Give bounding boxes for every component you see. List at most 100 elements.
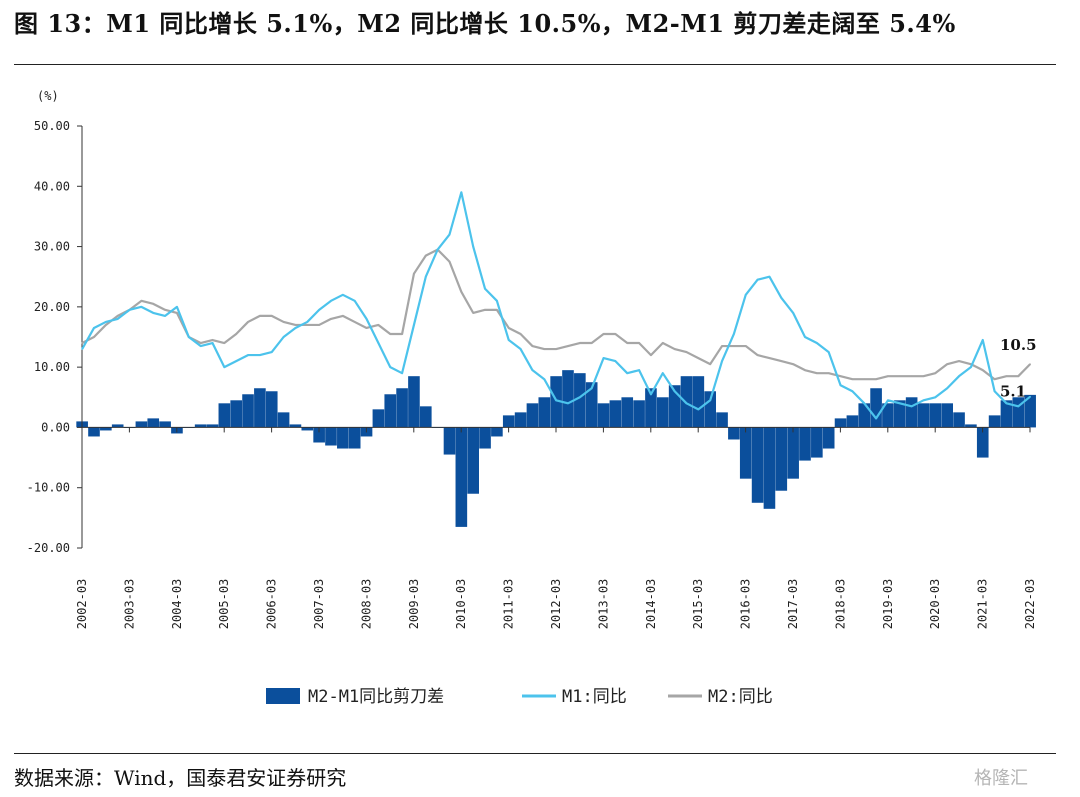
- m2-series-point: [507, 327, 510, 329]
- x-tick-label: 2017-03: [786, 579, 800, 630]
- spread-bar: [597, 403, 610, 428]
- spread-bar: [538, 397, 551, 428]
- m1-series-point: [614, 360, 617, 362]
- m2-series-point: [721, 345, 723, 347]
- m2-series-point: [768, 357, 771, 359]
- m1-series-point: [247, 354, 249, 356]
- m2-series-point: [638, 342, 640, 344]
- spread-bar: [716, 412, 728, 428]
- spread-bar: [526, 403, 539, 428]
- x-tick-label: 2002-03: [75, 579, 89, 630]
- y-tick-label: 0.00: [41, 420, 70, 434]
- m2-series-point: [555, 348, 557, 350]
- m1-series-point: [318, 309, 320, 311]
- m1-series-point: [744, 294, 747, 296]
- m1-series-point: [211, 342, 214, 344]
- x-tick-label: 2012-03: [549, 579, 563, 630]
- spread-bar: [301, 427, 314, 431]
- source-note: 数据来源：Wind，国泰君安证券研究: [14, 766, 347, 790]
- spread-bar: [775, 427, 788, 491]
- x-tick-label: 2003-03: [122, 579, 136, 630]
- spread-bar: [1012, 397, 1025, 428]
- m1-series-point: [235, 360, 237, 362]
- m1-series-point: [626, 372, 629, 374]
- x-tick-label: 2018-03: [833, 579, 847, 630]
- m1-series-point: [105, 321, 107, 323]
- m2-series-point: [424, 254, 427, 257]
- m2-series-point: [910, 375, 913, 377]
- spread-bar: [1000, 400, 1013, 428]
- m1-series-point: [590, 387, 593, 390]
- m1-series-point: [875, 417, 877, 420]
- x-tick-label: 2020-03: [928, 579, 942, 630]
- m2-series-point: [673, 348, 676, 350]
- spread-bar: [408, 376, 420, 428]
- m1-series-point: [887, 399, 889, 402]
- spread-bar: [313, 427, 325, 443]
- m1-series-point: [128, 309, 131, 311]
- spread-bar: [562, 370, 574, 428]
- m2-series-point: [448, 260, 451, 263]
- m2-series-point: [353, 321, 356, 323]
- spread-bar: [941, 403, 953, 428]
- m1-series-point: [661, 372, 664, 374]
- m1-series-point: [93, 327, 95, 329]
- spread-bar: [988, 415, 1001, 428]
- chart-area: (%) -20.00 -10.00 0.00 10.00 20.00 30.00 40.00…: [27, 89, 1037, 707]
- m2-series-point: [981, 369, 984, 371]
- m2-series-point: [804, 369, 806, 371]
- spread-bar: [574, 373, 586, 428]
- m2-series-point: [898, 375, 901, 377]
- m1-series-point: [306, 321, 309, 323]
- m2-series-point: [531, 345, 534, 347]
- m2-series-point: [626, 342, 629, 344]
- m2-series-point: [993, 378, 996, 381]
- m1-series-point: [863, 402, 866, 405]
- m2-series-point: [377, 324, 380, 326]
- spread-bar: [88, 427, 100, 437]
- m2-series-point: [270, 315, 273, 317]
- m2-series-point: [579, 342, 581, 344]
- y-tick-label: -20.00: [27, 541, 70, 555]
- m1-series-point: [116, 318, 119, 320]
- spread-bar: [976, 427, 989, 458]
- m1-series-point: [1005, 402, 1008, 405]
- spread-bar: [337, 427, 349, 449]
- spread-bar: [1024, 394, 1036, 428]
- spread-bar: [751, 427, 764, 503]
- spread-bar: [953, 412, 965, 428]
- spread-bar: [645, 388, 657, 428]
- spread-bar: [230, 400, 242, 428]
- m2-series-point: [259, 315, 261, 317]
- x-tick-label: 2014-03: [644, 579, 658, 630]
- m2-series-point: [839, 375, 842, 377]
- m2-series-point: [140, 300, 143, 302]
- m2-series-point: [294, 324, 297, 326]
- x-tick-label: 2011-03: [502, 579, 516, 630]
- axes-group: -20.00 -10.00 0.00 10.00 20.00 30.00 40.00 50.0…: [27, 119, 1037, 629]
- spread-bar: [692, 376, 705, 428]
- m1-series-point: [721, 360, 723, 362]
- spread-bar: [609, 400, 622, 428]
- m2-series-point: [602, 333, 605, 335]
- series-lines-group: [81, 191, 1031, 420]
- x-tick-label: 2010-03: [454, 579, 468, 630]
- m2-series-point: [780, 360, 783, 362]
- spread-bar: [419, 406, 432, 428]
- m1-series-point: [496, 300, 498, 302]
- y-tick-label: 30.00: [34, 240, 70, 254]
- m1-series-point: [1029, 395, 1031, 398]
- spread-bar: [633, 400, 645, 428]
- m1-series-point: [389, 366, 392, 368]
- x-tick-label: 2006-03: [265, 579, 279, 630]
- y-tick-label: 50.00: [34, 119, 70, 133]
- legend-label-spread: M2-M1同比剪刀差: [308, 687, 444, 707]
- spread-bar: [242, 394, 254, 428]
- m2-series-point: [744, 345, 747, 347]
- m2-series-point: [590, 342, 593, 344]
- spread-bar: [858, 403, 871, 428]
- y-tick-label: 10.00: [34, 360, 70, 374]
- spread-bar: [194, 424, 207, 428]
- spread-bar: [147, 418, 160, 428]
- m2-series-point: [543, 348, 546, 350]
